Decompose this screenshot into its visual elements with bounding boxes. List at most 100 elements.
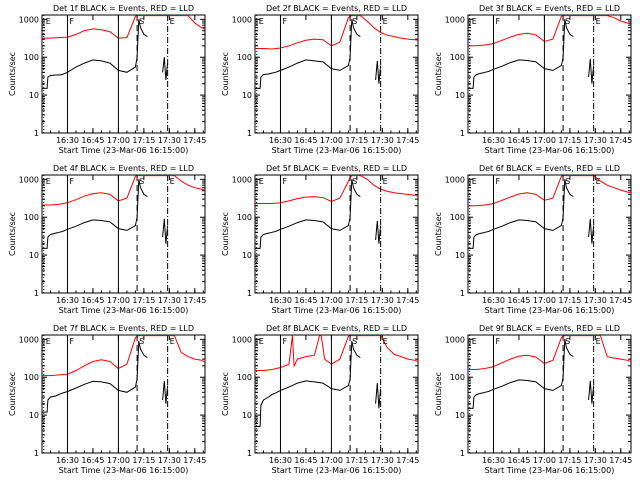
time-marker-label: S [352, 177, 357, 186]
x-axis-label: Start Time (23-Mar-06 16:15:00) [59, 466, 189, 475]
x-tick-label: 17:30 [371, 296, 394, 305]
y-tick-label: 1 [34, 129, 39, 138]
time-marker-label: F [495, 337, 500, 346]
x-tick-label: 17:00 [533, 456, 556, 465]
time-marker-label: E [383, 17, 388, 26]
y-axis-label: Counts/sec [434, 52, 443, 96]
y-tick-label: 1000 [445, 175, 465, 184]
x-tick-label: 16:30 [56, 456, 79, 465]
time-marker-label: F [69, 17, 74, 26]
events-line [255, 179, 361, 249]
x-tick-label: 17:00 [320, 456, 343, 465]
events-spike-line [162, 218, 169, 244]
x-axis-label: Start Time (23-Mar-06 16:15:00) [485, 466, 615, 475]
x-tick-label: 17:45 [396, 296, 419, 305]
x-tick-label: 16:30 [269, 296, 292, 305]
y-tick-label: 10 [29, 411, 39, 420]
y-tick-label: 100 [237, 213, 252, 222]
detector-panel: Det 4f BLACK = Events, RED = LLD 1 10 100 10… [0, 160, 213, 320]
y-tick-label: 1 [460, 129, 465, 138]
time-marker-label: E [472, 17, 477, 26]
y-tick-label: 1000 [232, 335, 252, 344]
chart-title: Det 9f BLACK = Events, RED = LLD [479, 324, 620, 333]
y-tick-label: 1000 [19, 335, 39, 344]
y-tick-label: 100 [237, 53, 252, 62]
plot-frame [254, 14, 419, 134]
chart-title: Det 7f BLACK = Events, RED = LLD [53, 324, 194, 333]
lld-line [42, 335, 205, 377]
x-axis-label: Start Time (23-Mar-06 16:15:00) [59, 306, 189, 315]
time-marker-label: E [383, 337, 388, 346]
x-tick-label: 16:45 [81, 456, 104, 465]
events-line [255, 340, 361, 427]
detector-chart: Det 6f BLACK = Events, RED = LLD 1 10 100 10… [434, 164, 632, 315]
x-tick-label: 16:45 [294, 456, 317, 465]
time-marker-label: F [69, 337, 74, 346]
y-tick-label: 1 [247, 449, 252, 458]
plot-frame [467, 334, 632, 454]
events-spike-line [375, 383, 382, 409]
x-tick-label: 17:00 [320, 296, 343, 305]
time-marker-label: F [495, 17, 500, 26]
time-marker-label: E [46, 177, 51, 186]
y-axis-label: Counts/sec [8, 52, 17, 96]
time-marker-label: S [565, 177, 570, 186]
x-tick-label: 17:30 [584, 456, 607, 465]
x-tick-label: 17:45 [609, 296, 632, 305]
plot-frame [254, 334, 419, 454]
chart-title: Det 1f BLACK = Events, RED = LLD [53, 4, 194, 13]
x-tick-label: 17:15 [558, 456, 581, 465]
x-tick-label: 17:00 [107, 456, 130, 465]
x-tick-label: 17:30 [584, 136, 607, 145]
x-tick-label: 17:15 [345, 136, 368, 145]
time-marker-label: E [170, 17, 175, 26]
time-marker-label: E [596, 17, 601, 26]
plot-frame [41, 14, 206, 134]
y-tick-label: 1000 [445, 15, 465, 24]
lld-line [42, 175, 205, 206]
time-marker-label: E [259, 337, 264, 346]
detector-panel: Det 1f BLACK = Events, RED = LLD 1 10 100 10… [0, 0, 213, 160]
detector-panel: Det 5f BLACK = Events, RED = LLD 1 10 100 10… [213, 160, 426, 320]
time-marker-label: S [139, 177, 144, 186]
plot-frame [41, 334, 206, 454]
x-tick-label: 16:45 [294, 136, 317, 145]
chart-title: Det 6f BLACK = Events, RED = LLD [479, 164, 620, 173]
events-line [42, 340, 148, 413]
lld-line [255, 15, 418, 50]
time-marker-label: E [472, 177, 477, 186]
y-axis-label: Counts/sec [8, 372, 17, 416]
plot-frame [254, 174, 419, 294]
y-axis-label: Counts/sec [434, 372, 443, 416]
lld-line [255, 175, 418, 204]
y-tick-label: 10 [242, 411, 252, 420]
time-marker-label: E [46, 17, 51, 26]
y-tick-label: 10 [29, 251, 39, 260]
time-marker-label: F [495, 177, 500, 186]
time-marker-label: E [259, 17, 264, 26]
plot-frame [41, 174, 206, 294]
x-tick-label: 17:45 [609, 456, 632, 465]
y-tick-label: 100 [450, 373, 465, 382]
events-spike-line [375, 60, 382, 84]
y-tick-label: 100 [24, 213, 39, 222]
detector-chart: Det 5f BLACK = Events, RED = LLD 1 10 100 10… [221, 164, 419, 315]
time-marker-label: S [352, 17, 357, 26]
detector-panel: Det 8f BLACK = Events, RED = LLD 1 10 100 10… [213, 320, 426, 480]
events-line [255, 19, 361, 89]
y-tick-label: 1 [460, 449, 465, 458]
x-tick-label: 16:45 [507, 136, 530, 145]
chart-title: Det 2f BLACK = Events, RED = LLD [266, 4, 407, 13]
x-tick-label: 17:00 [533, 136, 556, 145]
time-marker-label: E [170, 337, 175, 346]
x-tick-label: 17:15 [558, 136, 581, 145]
time-marker-label: S [139, 17, 144, 26]
y-axis-label: Counts/sec [8, 212, 17, 256]
x-tick-label: 16:30 [482, 296, 505, 305]
detector-chart: Det 9f BLACK = Events, RED = LLD 1 10 100 10… [434, 324, 632, 475]
y-axis-label: Counts/sec [221, 212, 230, 256]
x-tick-label: 17:45 [183, 296, 206, 305]
y-tick-label: 1000 [445, 335, 465, 344]
x-tick-label: 17:15 [345, 296, 368, 305]
time-marker-label: S [352, 337, 357, 346]
